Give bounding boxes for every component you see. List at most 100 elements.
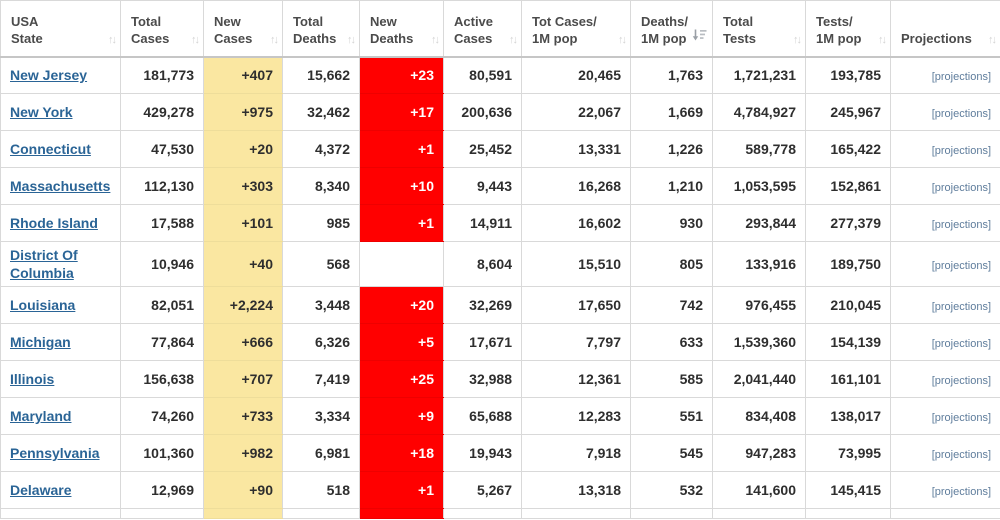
projections-link[interactable]: [projections]	[931, 260, 991, 272]
state-cell: Connecticut	[0, 130, 121, 168]
total-deaths-cell: 6,326	[282, 323, 360, 361]
projections-link[interactable]: [projections]	[931, 412, 991, 424]
projections-cell: [projections]	[890, 241, 1000, 287]
state-cell: Pennsylvania	[0, 434, 121, 472]
tests-1m-cell: 154,139	[805, 323, 891, 361]
projections-link[interactable]: [projections]	[931, 182, 991, 194]
total-deaths-cell: 3,448	[282, 286, 360, 324]
projections-cell: [projections]	[890, 434, 1000, 472]
tot-cases-1m-cell: 13,331	[521, 130, 631, 168]
state-link[interactable]: New Jersey	[10, 67, 88, 84]
projections-link[interactable]: [projections]	[931, 375, 991, 387]
new-cases-cell: +982	[203, 434, 283, 472]
active-cases-cell: 5,267	[443, 471, 522, 509]
state-link[interactable]: Michigan	[10, 334, 71, 350]
col-header-total-tests[interactable]: Total Tests ↑↓	[712, 0, 806, 58]
deaths-1m-cell: 805	[630, 241, 713, 287]
col-header-tests-1m[interactable]: Tests/1M pop ↑↓	[805, 0, 891, 58]
state-link[interactable]: Rhode Island	[10, 215, 98, 231]
projections-link[interactable]: [projections]	[931, 301, 991, 313]
state-link[interactable]: Massachusetts	[10, 178, 111, 194]
tests-1m-cell: 189,750	[805, 241, 891, 287]
total-tests-cell: 834,408	[712, 397, 806, 435]
state-link[interactable]: Louisiana	[10, 297, 76, 313]
projections-cell: [projections]	[890, 286, 1000, 324]
new-deaths-cell: +25	[359, 360, 444, 398]
col-header-deaths-1m[interactable]: Deaths/1M pop	[630, 0, 713, 58]
col-header-new-deaths[interactable]: New Deaths ↑↓	[359, 0, 444, 58]
projections-link[interactable]: [projections]	[931, 219, 991, 231]
state-cell: Delaware	[0, 471, 121, 509]
state-cell: District Of Columbia	[0, 241, 121, 287]
col-header-projections[interactable]: Projections ↑↓	[890, 0, 1000, 58]
sort-icon: ↑↓	[347, 33, 356, 46]
new-cases-cell: +975	[203, 93, 283, 131]
state-link[interactable]: Maryland	[10, 408, 72, 424]
new-deaths-cell: +18	[359, 434, 444, 472]
col-header-label: Total	[131, 13, 162, 29]
projections-link[interactable]: [projections]	[931, 449, 991, 461]
projections-cell: [projections]	[890, 360, 1000, 398]
deaths-1m-cell: 1,210	[630, 167, 713, 205]
sort-icon: ↑↓	[191, 33, 200, 46]
total-deaths-cell: 15,662	[282, 56, 360, 94]
col-header-active-cases[interactable]: Active Cases ↑↓	[443, 0, 522, 58]
new-deaths-cell: +1	[359, 471, 444, 509]
partial-cell	[630, 508, 713, 519]
active-cases-cell: 8,604	[443, 241, 522, 287]
col-header-label: Cases	[131, 30, 170, 46]
total-deaths-cell: 985	[282, 204, 360, 242]
total-tests-cell: 589,778	[712, 130, 806, 168]
projections-link[interactable]: [projections]	[931, 338, 991, 350]
total-tests-cell: 1,053,595	[712, 167, 806, 205]
total-deaths-cell: 568	[282, 241, 360, 287]
active-cases-cell: 25,452	[443, 130, 522, 168]
total-cases-cell: 17,588	[120, 204, 204, 242]
active-cases-cell: 80,591	[443, 56, 522, 94]
table-row: Maryland 74,260 +733 3,334 +9 65,688 12,283 551…	[0, 397, 1000, 435]
projections-link[interactable]: [projections]	[931, 486, 991, 498]
total-cases-cell: 429,278	[120, 93, 204, 131]
total-cases-cell: 74,260	[120, 397, 204, 435]
new-deaths-cell: +23	[359, 56, 444, 94]
col-header-state[interactable]: USA State ↑↓	[0, 0, 121, 58]
projections-cell: [projections]	[890, 204, 1000, 242]
deaths-1m-cell: 532	[630, 471, 713, 509]
tests-1m-cell: 245,967	[805, 93, 891, 131]
total-tests-cell: 976,455	[712, 286, 806, 324]
projections-cell: [projections]	[890, 167, 1000, 205]
active-cases-cell: 32,269	[443, 286, 522, 324]
projections-link[interactable]: [projections]	[931, 71, 991, 84]
projections-cell: [projections]	[890, 471, 1000, 509]
state-cell: Illinois	[0, 360, 121, 398]
col-header-tot-cases-1m[interactable]: Tot Cases/1M pop ↑↓	[521, 0, 631, 58]
total-cases-cell: 10,946	[120, 241, 204, 287]
projections-link[interactable]: [projections]	[931, 108, 991, 120]
state-link[interactable]: Connecticut	[10, 141, 91, 157]
projections-link[interactable]: [projections]	[931, 145, 991, 157]
total-deaths-cell: 3,334	[282, 397, 360, 435]
total-tests-cell: 1,539,360	[712, 323, 806, 361]
total-cases-cell: 156,638	[120, 360, 204, 398]
col-header-label: State	[11, 30, 43, 46]
state-link[interactable]: Pennsylvania	[10, 445, 100, 461]
total-deaths-cell: 6,981	[282, 434, 360, 472]
col-header-new-cases[interactable]: New Cases ↑↓	[203, 0, 283, 58]
state-cell: New Jersey	[0, 56, 121, 94]
new-cases-cell: +2,224	[203, 286, 283, 324]
total-cases-cell: 77,864	[120, 323, 204, 361]
partial-cell	[805, 508, 891, 519]
total-deaths-cell: 4,372	[282, 130, 360, 168]
partial-cell	[282, 508, 360, 519]
state-link[interactable]: Illinois	[10, 371, 55, 387]
table-row: Michigan 77,864 +666 6,326 +5 17,671 7,797 633 1…	[0, 323, 1000, 361]
sort-icon: ↑↓	[618, 33, 627, 46]
total-tests-cell: 133,916	[712, 241, 806, 287]
state-link[interactable]: Delaware	[10, 482, 72, 498]
state-link[interactable]: New York	[10, 104, 73, 120]
col-header-total-cases[interactable]: Total Cases ↑↓	[120, 0, 204, 58]
col-header-total-deaths[interactable]: Total Deaths ↑↓	[282, 0, 360, 58]
state-link[interactable]: District Of Columbia	[10, 247, 78, 281]
